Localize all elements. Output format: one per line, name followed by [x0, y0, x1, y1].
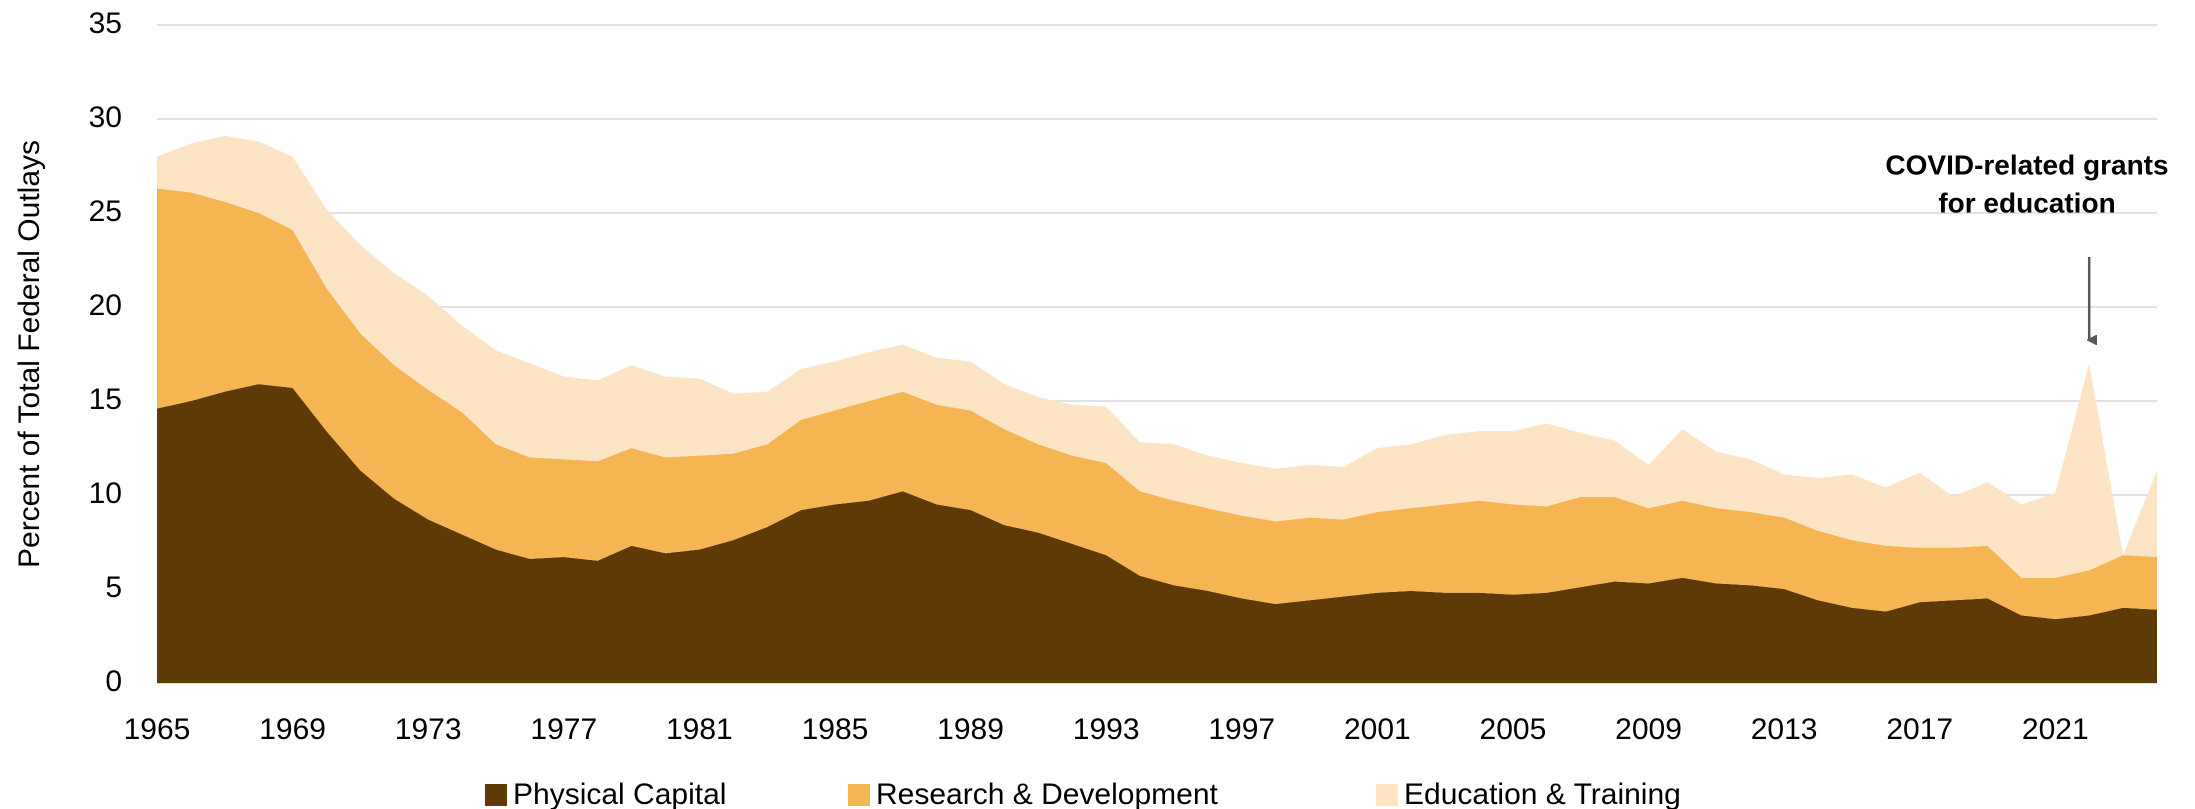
x-tick-label: 1997 [1208, 713, 1275, 746]
x-tick-label: 2005 [1480, 713, 1547, 746]
x-tick-label: 1977 [530, 713, 597, 746]
x-tick-label: 2001 [1344, 713, 1411, 746]
y-tick-label: 20 [89, 289, 122, 322]
x-tick-label: 2017 [1886, 713, 1953, 746]
x-tick-label: 2009 [1615, 713, 1682, 746]
x-tick-label: 1973 [395, 713, 462, 746]
x-tick-label: 1965 [124, 713, 191, 746]
x-tick-label: 1985 [802, 713, 869, 746]
y-tick-label: 10 [89, 477, 122, 510]
x-tick-label: 1969 [259, 713, 326, 746]
y-tick-label: 30 [89, 101, 122, 134]
y-tick-label: 35 [89, 7, 122, 40]
annotation-text: for education [1938, 187, 2115, 218]
legend-label: Research & Development [876, 778, 1219, 809]
x-tick-label: 2021 [2022, 713, 2089, 746]
area [157, 135, 2157, 578]
y-tick-label: 25 [89, 195, 122, 228]
y-axis-label: Percent of Total Federal Outlays [13, 140, 46, 568]
x-tick-label: 1993 [1073, 713, 1140, 746]
area [157, 384, 2157, 683]
legend-swatch [1376, 784, 1398, 806]
legend-swatch [848, 784, 870, 806]
x-tick-label: 1981 [666, 713, 733, 746]
legend-swatch [485, 784, 507, 806]
x-tick-label: 1989 [937, 713, 1004, 746]
x-tick-label: 2013 [1751, 713, 1818, 746]
legend-label: Physical Capital [513, 778, 726, 809]
y-tick-label: 15 [89, 383, 122, 416]
annotation-text: COVID-related grants [1885, 149, 2168, 180]
y-tick-label: 0 [105, 665, 122, 698]
y-tick-label: 5 [105, 571, 122, 604]
area [157, 188, 2157, 620]
legend-label: Education & Training [1404, 778, 1681, 809]
